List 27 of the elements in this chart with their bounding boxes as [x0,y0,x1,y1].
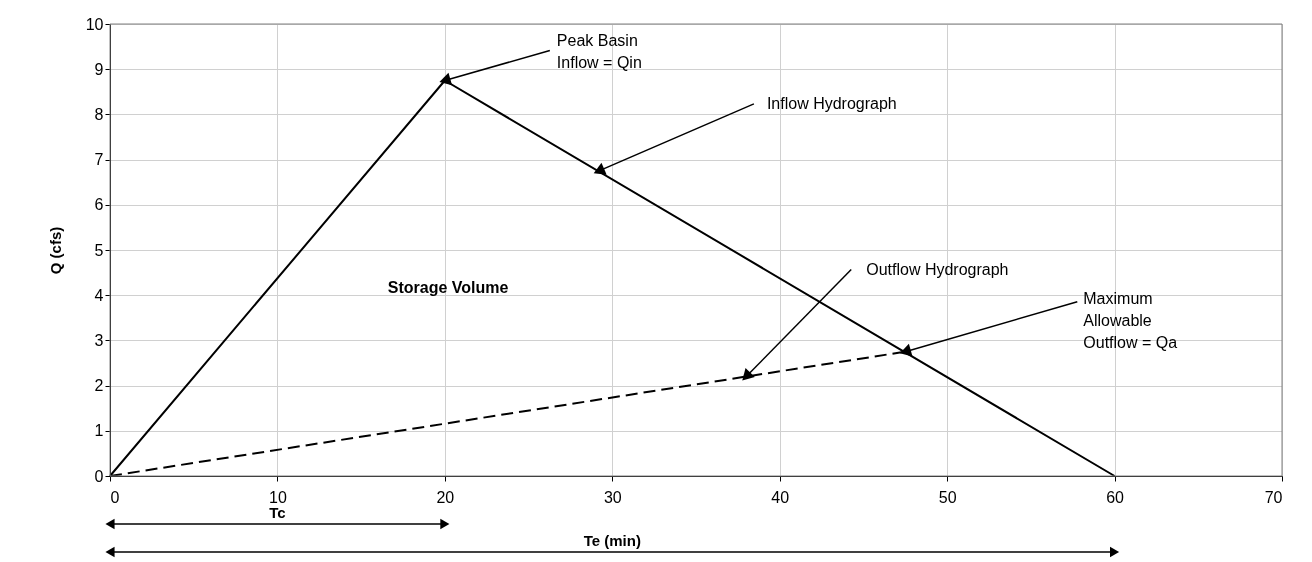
x-tick-label: 70 [1264,488,1283,506]
y-tick-label: 8 [94,105,104,123]
x-tick-label: 0 [110,488,120,506]
annotation: Storage Volume [387,279,509,297]
y-tick-label: 7 [94,151,104,169]
y-tick-label: 2 [94,377,104,395]
x-tick-label: 10 [269,488,287,506]
y-tick-label: 1 [94,422,104,440]
text: Tc [269,504,286,521]
y-tick-label: 3 [94,331,104,349]
text: Te (min) [583,532,641,549]
y-tick-label: 4 [94,286,104,304]
y-tick-label: 10 [85,15,104,33]
x-tick-label: 30 [603,488,622,506]
x-tick-label: 60 [1106,488,1125,506]
x-tick-label: 40 [771,488,790,506]
x-tick-label: 20 [436,488,455,506]
y-axis-title: Q (cfs) [46,226,64,275]
y-tick-label: 5 [94,241,104,259]
y-tick-label: 9 [94,60,104,78]
annotation: Inflow Hydrograph [766,94,897,112]
annotation: Outflow Hydrograph [866,260,1009,278]
y-tick-label: 6 [94,196,104,214]
annotation: Maximum Allowable Outflow = Qa [1083,289,1178,351]
y-tick-label: 0 [94,467,104,485]
annotation: Peak Basin Inflow = Qin [556,31,642,71]
x-tick-label: 50 [938,488,957,506]
